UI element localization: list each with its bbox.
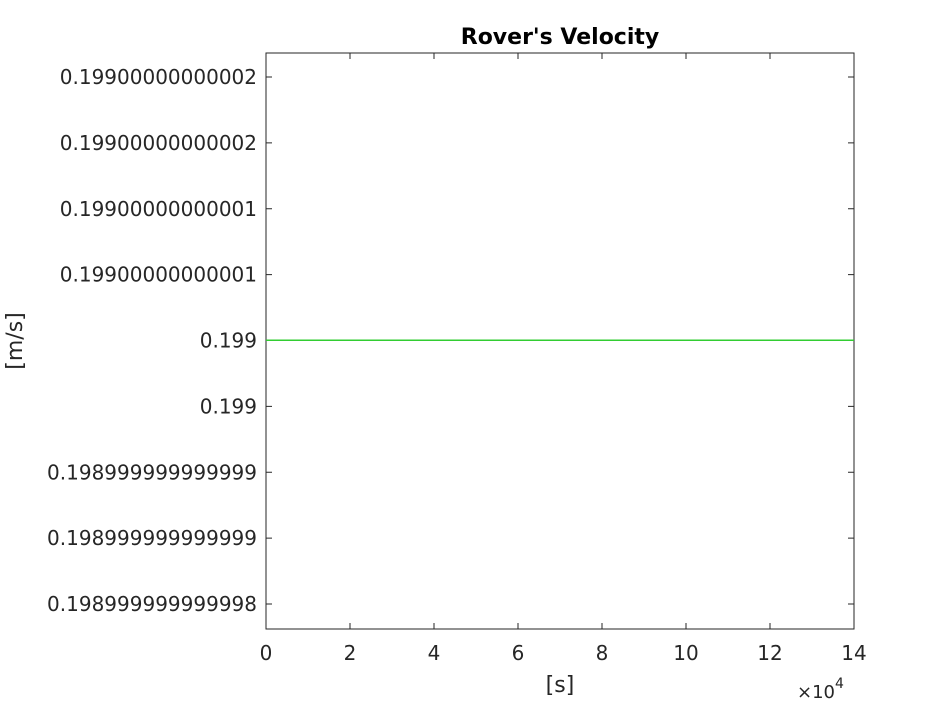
- y-axis: 0.19900000000002 0.19900000000002 0.199000…: [47, 65, 854, 616]
- x-tick-label: 10: [673, 641, 698, 665]
- x-tick-label: 2: [344, 641, 357, 665]
- x-tick-label: 4: [428, 641, 441, 665]
- y-tick-label: 0.199: [200, 329, 257, 353]
- x-axis-title: [s]: [546, 673, 575, 698]
- y-tick-label: 0.19900000000002: [60, 65, 257, 89]
- x-tick-label: 8: [596, 641, 609, 665]
- x-exponent-base: ×10: [797, 682, 835, 703]
- y-tick-label: 0.198999999999999: [47, 526, 257, 550]
- y-tick-label: 0.19900000000001: [60, 197, 257, 221]
- x-tick-label: 12: [757, 641, 782, 665]
- x-tick-label: 0: [260, 641, 273, 665]
- x-tick-label: 14: [841, 641, 866, 665]
- y-tick-label: 0.199: [200, 394, 257, 418]
- y-tick-label: 0.198999999999999: [47, 460, 257, 484]
- x-exponent-power: 4: [835, 676, 844, 692]
- y-tick-label: 0.19900000000002: [60, 131, 257, 155]
- x-exponent-label: ×104: [797, 676, 844, 703]
- x-axis: 0 2 4 6 8 10 12 14: [260, 53, 867, 665]
- y-tick-label: 0.198999999999998: [47, 592, 257, 616]
- y-tick-label: 0.19900000000001: [60, 263, 257, 287]
- chart-title: Rover's Velocity: [461, 25, 660, 50]
- y-axis-title: [m/s]: [3, 312, 28, 369]
- x-tick-label: 6: [512, 641, 525, 665]
